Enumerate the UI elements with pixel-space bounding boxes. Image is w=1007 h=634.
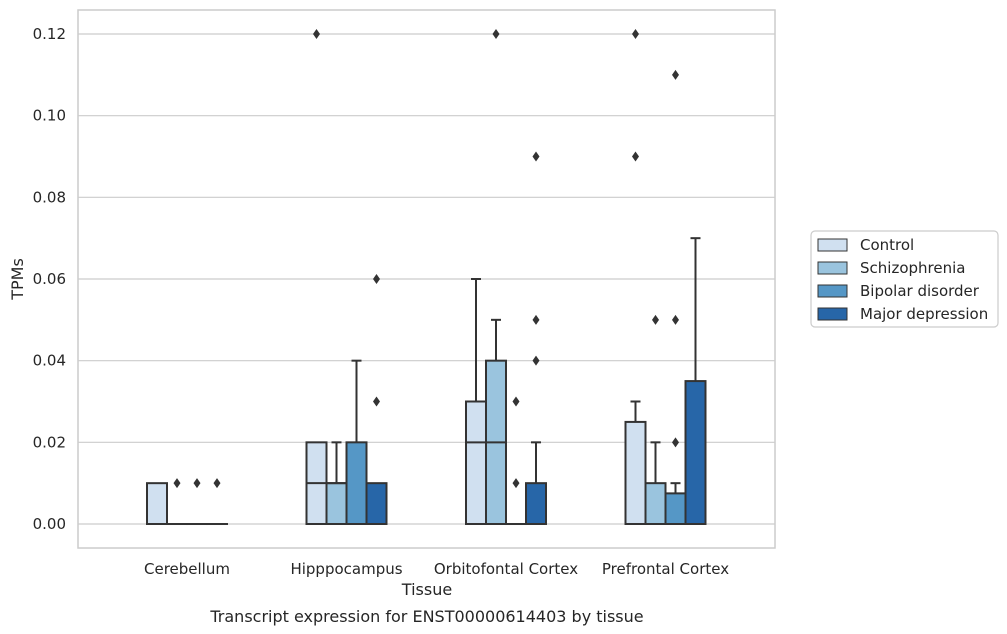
box-group: [365, 274, 388, 525]
outlier-point: [672, 437, 679, 448]
box: [146, 482, 168, 525]
box-group: [186, 478, 208, 526]
box: [664, 492, 687, 525]
box-group: [465, 278, 487, 525]
legend-entry: Major depression: [860, 305, 988, 323]
boxes: [146, 29, 707, 526]
box: [644, 482, 667, 525]
y-tick-label: 0.08: [33, 188, 66, 206]
y-tick-label: 0.04: [33, 352, 66, 370]
legend-entry: Bipolar disorder: [860, 282, 980, 300]
legend-swatch: [817, 261, 848, 275]
legend-frame: [810, 230, 999, 328]
box-group: [624, 29, 647, 525]
y-tick-label: 0.00: [33, 515, 66, 533]
box-group: [146, 482, 168, 525]
legend-entry: Schizophrenia: [860, 259, 965, 277]
outlier-point: [492, 29, 500, 39]
legend-swatch: [817, 238, 848, 252]
box: [345, 441, 368, 526]
chart-caption: Transcript expression for ENST0000061440…: [209, 607, 643, 626]
outlier-point: [532, 151, 540, 162]
outlier-point: [532, 355, 540, 366]
outlier-point: [632, 29, 639, 39]
outlier-point: [672, 314, 679, 325]
box: [325, 482, 348, 525]
box-group: [525, 151, 547, 525]
outlier-point: [632, 151, 639, 162]
outlier-point: [313, 29, 320, 39]
outlier-point: [213, 478, 221, 489]
plot-border: [77, 9, 776, 549]
outlier-point: [193, 478, 201, 489]
legend-swatch: [817, 307, 848, 321]
y-axis-label: TPMs: [8, 258, 27, 301]
box-group: [664, 69, 687, 525]
box: [525, 482, 547, 525]
x-axis-ticks: Cerebellum Hipppocampus Orbitofontal Corte…: [144, 560, 729, 578]
x-tick-label: Orbitofontal Cortex: [434, 560, 578, 578]
y-tick-label: 0.12: [33, 25, 66, 43]
outlier-point: [652, 314, 659, 325]
y-tick-label: 0.06: [33, 270, 66, 288]
outlier-point: [512, 478, 520, 489]
y-tick-label: 0.10: [33, 107, 66, 125]
box: [465, 400, 487, 525]
box-group: [345, 359, 368, 526]
box: [365, 482, 388, 525]
box-group: [644, 314, 667, 525]
box: [624, 420, 647, 525]
y-tick-label: 0.02: [33, 433, 66, 451]
legend-swatch: [817, 284, 848, 298]
outlier-point: [373, 396, 380, 407]
y-axis-ticks: 0.00 0.02 0.04 0.06 0.08 0.10 0.12: [33, 25, 66, 533]
outlier-point: [672, 69, 679, 80]
outlier-point: [173, 478, 181, 489]
box-group: [485, 29, 507, 525]
legend-entry: Control: [860, 236, 914, 254]
box-group: [206, 478, 228, 526]
legend: Control Schizophrenia Bipolar disorder Majo…: [810, 230, 999, 328]
box: [684, 380, 707, 526]
outlier-point: [532, 314, 540, 325]
outlier-point: [373, 274, 380, 284]
outlier-point: [512, 396, 520, 407]
x-tick-label: Prefrontal Cortex: [602, 560, 729, 578]
plot-frame: [77, 9, 776, 549]
box-group: [684, 237, 707, 526]
x-tick-label: Hipppocampus: [290, 560, 402, 578]
x-tick-label: Cerebellum: [144, 560, 230, 578]
x-axis-label: Tissue: [401, 580, 452, 599]
